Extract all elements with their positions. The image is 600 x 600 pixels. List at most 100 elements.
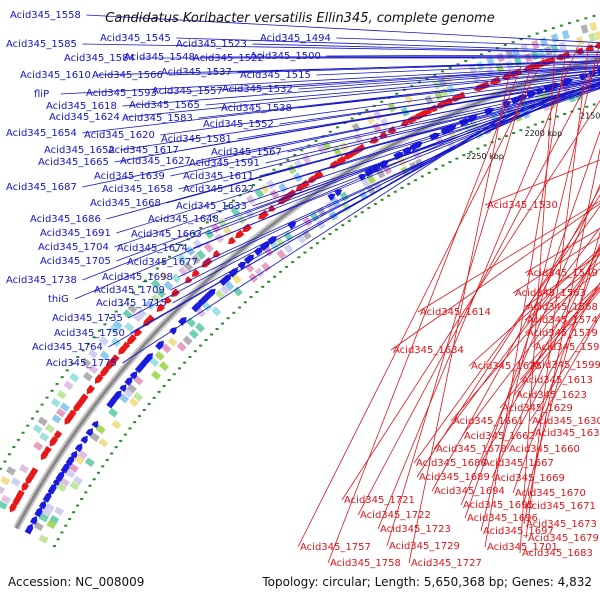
cog-band-segment <box>88 364 99 375</box>
cog-band-segment <box>328 210 339 221</box>
reverse-gene-label: Acid345_1625 <box>471 361 542 372</box>
cog-band-segment <box>0 475 11 486</box>
cog-band-segment <box>236 214 247 225</box>
forward-gene-arrow <box>191 301 202 313</box>
forward-gene-leader-line <box>316 62 600 76</box>
forward-gene-label: Acid345_1581 <box>161 134 232 145</box>
cog-band-segment <box>0 484 6 495</box>
gc-dot <box>490 141 494 144</box>
forward-gene-label: Acid345_1557 <box>152 86 223 97</box>
forward-gene-leader-line <box>160 75 600 136</box>
forward-gene-arrow <box>42 491 52 503</box>
reverse-gene-label: Acid345_1695 <box>463 500 534 511</box>
cog-band-segment <box>275 237 286 248</box>
gc-dot <box>128 427 132 430</box>
cog-band-segment <box>55 408 66 418</box>
gc-dot <box>245 189 249 192</box>
reverse-gene-label: Acid345_1729 <box>389 541 460 552</box>
cog-band-segment <box>576 36 585 46</box>
reverse-gene-leader-line <box>461 253 600 437</box>
forward-gene-label: Acid345_1633 <box>176 201 247 212</box>
cog-band-segment <box>376 168 386 179</box>
reverse-gene-label: Acid345_1599 <box>530 360 600 371</box>
forward-gene-leader-line <box>114 82 600 248</box>
gc-dot <box>395 92 399 95</box>
gc-dot <box>360 211 364 214</box>
gc-dot <box>210 333 214 336</box>
cog-band-segment <box>177 253 188 264</box>
forward-gene-leader-line <box>82 71 600 134</box>
forward-gene-label: Acid345_1687 <box>6 182 77 193</box>
forward-gene-leader-line <box>252 43 600 53</box>
forward-gene-arrow <box>38 500 47 510</box>
gc-dot <box>177 367 181 370</box>
forward-gene-label: Acid345_1686 <box>30 214 101 225</box>
forward-gene-label: Acid345_1652 <box>44 145 115 156</box>
cog-band-segment <box>44 423 55 434</box>
cog-band-segment <box>224 280 235 291</box>
gc-dot <box>373 202 377 205</box>
forward-gene-arrow <box>85 428 93 437</box>
forward-gene-label: thiG <box>48 294 69 305</box>
reverse-gene-leader-line <box>450 248 600 422</box>
forward-gene-label: Acid345_1565 <box>129 100 200 111</box>
cog-band-segment <box>90 432 101 443</box>
gc-dot <box>84 491 88 494</box>
forward-gene-label: Acid345_1668 <box>90 198 161 209</box>
forward-gene-arrow <box>34 506 43 518</box>
reverse-gene-label: Acid345_1679 <box>528 533 599 544</box>
kbp-tick-label: 2200 kbp <box>524 129 562 138</box>
kbp-tick-label: 2250 kbp <box>466 152 504 161</box>
reverse-gene-leader-line <box>522 231 600 507</box>
reverse-gene-label: Acid345_1688 <box>416 458 487 469</box>
gc-dot <box>103 323 107 326</box>
cog-band-segment <box>192 238 203 249</box>
forward-gene-leader-line <box>176 37 600 52</box>
forward-gene-label: Acid345_1674 <box>117 243 188 254</box>
reverse-gene-arrow <box>12 495 22 507</box>
reverse-gene-label: Acid345_1683 <box>522 548 593 559</box>
gc-dot <box>279 163 283 166</box>
gc-dot <box>433 73 437 76</box>
gc-dot <box>455 157 459 160</box>
gc-dot <box>0 467 3 470</box>
reverse-gene-leader-line <box>519 287 600 381</box>
reverse-gene-label: Acid345_1671 <box>525 501 596 512</box>
forward-gene-arrow <box>134 362 145 374</box>
forward-gene-leader-line <box>178 86 585 278</box>
reverse-gene-arrow <box>25 475 34 485</box>
gc-dot <box>60 376 64 379</box>
gc-dot <box>533 123 537 126</box>
cog-band-segment <box>468 64 478 74</box>
cog-band-segment <box>41 508 52 518</box>
gc-dot <box>80 497 84 500</box>
cog-band-segment <box>127 303 138 314</box>
gc-dot <box>487 50 491 53</box>
cog-band-segment <box>443 74 453 85</box>
gc-dot <box>204 339 208 342</box>
cog-band-segment <box>214 233 225 244</box>
gc-dot <box>147 402 151 405</box>
gc-dot <box>120 304 124 307</box>
reverse-gene-leader-line <box>512 248 600 494</box>
gc-dot <box>568 22 572 25</box>
reverse-gene-label: Acid345_1574 <box>527 315 598 326</box>
gc-dot <box>56 538 60 541</box>
gc-dot <box>243 301 247 304</box>
reverse-gene-label: Acid345_1549 <box>527 268 598 279</box>
gc-dot <box>380 100 384 103</box>
gc-dot <box>357 113 361 116</box>
forward-gene-label: Acid345_1532 <box>222 84 293 95</box>
cog-band-segment <box>122 309 133 319</box>
reverse-gene-arrow <box>228 236 236 245</box>
forward-gene-label: Acid345_1648 <box>148 214 219 225</box>
cog-band-segment <box>171 273 181 284</box>
gc-dot <box>60 531 64 534</box>
forward-gene-leader-line <box>170 82 600 177</box>
reverse-gene-label: Acid345_1631 <box>535 428 600 439</box>
forward-gene-label: Acid345_1665 <box>38 157 109 168</box>
cog-band-segment <box>558 41 567 51</box>
cog-band-segment <box>72 475 83 486</box>
cog-band-segment <box>65 469 76 479</box>
gc-dot <box>52 545 56 548</box>
